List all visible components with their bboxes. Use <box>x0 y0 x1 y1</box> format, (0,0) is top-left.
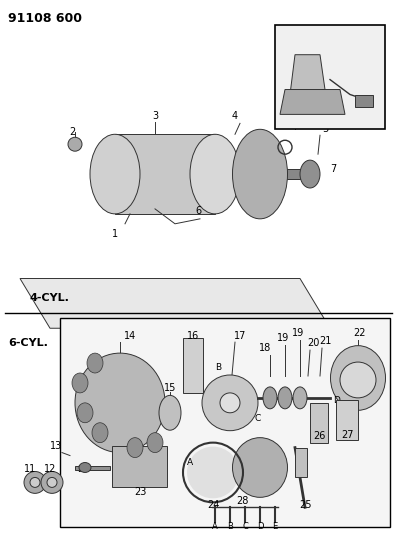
Ellipse shape <box>127 438 143 457</box>
Polygon shape <box>280 90 345 115</box>
Ellipse shape <box>159 395 181 430</box>
Text: E: E <box>272 522 278 531</box>
Circle shape <box>41 472 63 494</box>
Polygon shape <box>20 279 330 328</box>
Text: 19: 19 <box>277 333 289 343</box>
Circle shape <box>30 478 40 487</box>
Polygon shape <box>290 55 325 94</box>
Text: 5: 5 <box>322 124 328 134</box>
Text: 2: 2 <box>69 127 75 138</box>
Text: 17: 17 <box>234 331 246 341</box>
Bar <box>336 400 358 440</box>
Text: 24: 24 <box>207 500 219 510</box>
Text: 9: 9 <box>365 48 371 56</box>
Text: E: E <box>77 465 83 473</box>
Polygon shape <box>215 161 260 187</box>
Text: B: B <box>215 363 221 372</box>
Text: 13: 13 <box>50 441 62 450</box>
Ellipse shape <box>293 387 307 409</box>
Bar <box>60 318 390 527</box>
Text: 3: 3 <box>152 111 158 122</box>
Text: C: C <box>255 414 261 423</box>
Text: 1: 1 <box>112 229 118 239</box>
Text: 12: 12 <box>44 464 56 473</box>
Ellipse shape <box>72 373 88 393</box>
Ellipse shape <box>147 433 163 453</box>
Text: 11: 11 <box>24 464 36 473</box>
Text: A: A <box>187 457 193 466</box>
Text: 25: 25 <box>299 500 311 510</box>
Text: 21: 21 <box>319 336 331 346</box>
Ellipse shape <box>77 403 93 423</box>
Ellipse shape <box>233 438 287 497</box>
Ellipse shape <box>263 387 277 409</box>
Ellipse shape <box>92 423 108 442</box>
Text: 20: 20 <box>307 338 319 348</box>
Ellipse shape <box>190 134 240 214</box>
Text: 22: 22 <box>354 328 366 338</box>
Bar <box>275 25 385 130</box>
Bar <box>310 403 328 442</box>
Text: 23: 23 <box>134 487 146 497</box>
Bar <box>183 338 203 393</box>
Polygon shape <box>260 169 310 179</box>
Ellipse shape <box>87 353 103 373</box>
Ellipse shape <box>330 345 385 410</box>
Ellipse shape <box>278 387 292 409</box>
Text: 4: 4 <box>232 111 238 122</box>
Ellipse shape <box>90 134 140 214</box>
Text: 8: 8 <box>275 77 281 86</box>
Bar <box>295 448 307 478</box>
Bar <box>355 95 373 108</box>
Circle shape <box>47 478 57 487</box>
Polygon shape <box>75 465 110 471</box>
Text: 19: 19 <box>292 328 304 338</box>
Text: D: D <box>257 522 263 531</box>
Text: 91108 600: 91108 600 <box>8 12 82 25</box>
Polygon shape <box>115 134 215 214</box>
Ellipse shape <box>75 353 165 453</box>
Circle shape <box>24 472 46 494</box>
Circle shape <box>220 393 240 413</box>
Text: 7: 7 <box>330 164 336 174</box>
Ellipse shape <box>79 463 91 472</box>
Text: D: D <box>333 396 341 405</box>
Circle shape <box>68 138 82 151</box>
Text: 18: 18 <box>259 343 271 353</box>
Ellipse shape <box>233 130 287 219</box>
Text: 28: 28 <box>236 496 248 506</box>
Text: 6: 6 <box>195 206 201 216</box>
Ellipse shape <box>300 160 320 188</box>
Text: 10: 10 <box>289 111 301 122</box>
Text: 26: 26 <box>313 431 325 441</box>
Bar <box>112 446 167 487</box>
Circle shape <box>202 375 258 431</box>
Circle shape <box>187 447 239 498</box>
Text: 27: 27 <box>341 430 353 440</box>
Text: B: B <box>227 522 233 531</box>
Text: 14: 14 <box>124 331 136 341</box>
Text: 15: 15 <box>164 383 176 393</box>
Text: 16: 16 <box>187 331 199 341</box>
Text: C: C <box>242 522 248 531</box>
Text: 4-CYL.: 4-CYL. <box>30 294 70 303</box>
Text: A: A <box>212 522 218 531</box>
Circle shape <box>340 362 376 398</box>
Text: 6-CYL.: 6-CYL. <box>8 338 48 348</box>
